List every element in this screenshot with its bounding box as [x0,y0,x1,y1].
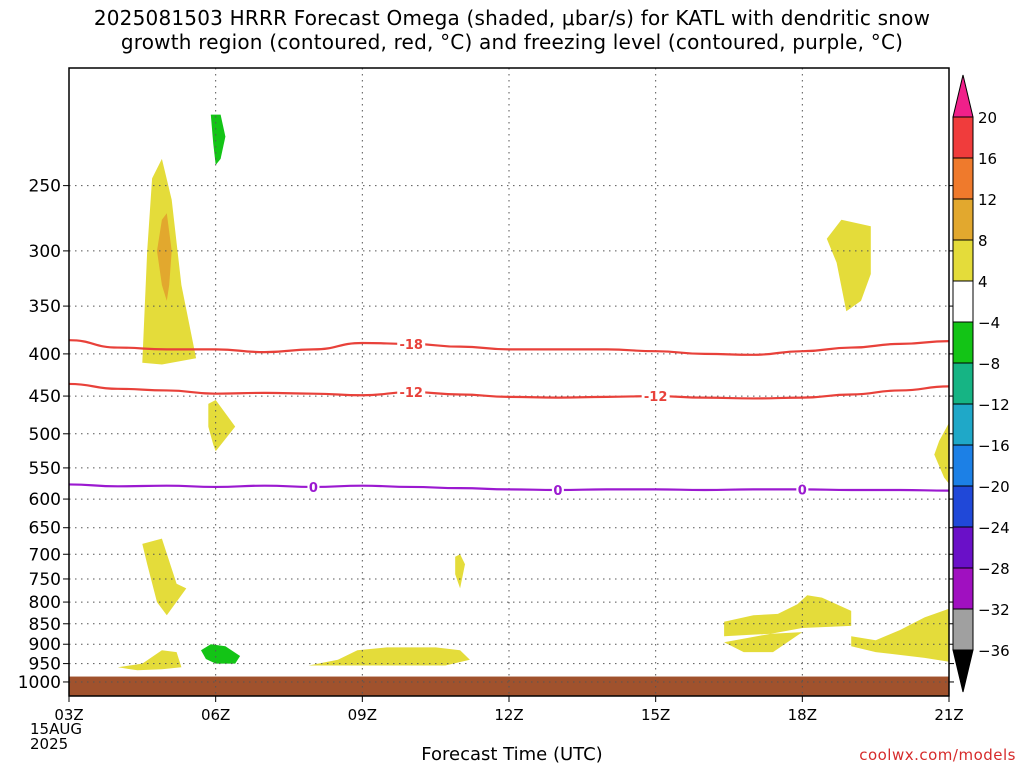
y-tick-label-750: 750 [29,570,61,590]
colorbar-label-4: 4 [978,273,988,291]
colorbar-swatch-9 [952,485,974,528]
colorbar-swatch-7 [952,403,974,446]
contour-label-bg-2-2 [796,482,809,497]
omega-region-7 [455,554,465,589]
y-tick-label-350: 350 [29,297,61,317]
colorbar-swatch-1 [952,157,974,200]
x-axis-title: Forecast Time (UTC) [421,744,603,765]
colorbar-bottom-arrow [952,649,974,693]
colorbar-label-13: −36 [978,642,1010,660]
omega-region-10 [308,647,470,666]
contour-label-1-0: -12 [399,386,423,401]
colorbar-label-3: 8 [978,232,988,250]
colorbar-swatch-12 [952,608,974,651]
colorbar-label-1: 16 [978,150,997,168]
colorbar-swatch-6 [952,362,974,405]
colorbar-label-0: 20 [978,109,997,127]
y-tick-label-450: 450 [29,387,61,407]
colorbar-swatch-2 [952,198,974,241]
colorbar-swatch-3 [952,239,974,282]
x-tick-label-15: 15Z [641,706,670,724]
y-tick-label-250: 250 [29,177,61,197]
y-tick-label-900: 900 [29,635,61,655]
y-tick-label-600: 600 [29,490,61,510]
x-tick-label-12: 12Z [494,706,523,724]
omega-region-12 [851,608,949,662]
colorbar-label-6: −8 [978,355,1000,373]
omega-region-1 [157,213,172,301]
contour-label-bg-2-1 [551,482,564,497]
contour-label-1-1: -12 [644,390,668,405]
contour-line-1 [69,382,949,400]
chart-title-line-1: 2025081503 HRRR Forecast Omega (shaded, … [93,6,931,30]
colorbar-label-2: 12 [978,191,997,209]
omega-region-2 [210,114,226,165]
colorbar-label-5: −4 [978,314,1000,332]
contour-line-0 [69,339,949,356]
colorbar-swatch-0 [952,116,974,159]
colorbar-swatch-11 [952,567,974,610]
x-tick-label-3: 03Z [54,706,83,724]
y-tick-label-1000: 1000 [18,673,61,693]
y-tick-label-400: 400 [29,345,61,365]
chart-title-line-2: growth region (contoured, red, °C) and f… [120,30,904,54]
contour-label-bg-1-1 [641,389,670,404]
start-date-label: 15AUG 2025 [30,722,82,752]
omega-region-9 [201,644,241,664]
omega-region-6 [142,538,187,616]
y-tick-label-300: 300 [29,242,61,262]
contour-label-2-2: 0 [798,483,807,498]
x-tick-label-21: 21Z [934,706,963,724]
omega-region-3 [208,400,236,452]
omega-region-8 [117,650,182,671]
colorbar-label-7: −12 [978,396,1010,414]
y-tick-label-950: 950 [29,655,61,675]
omega-region-4 [826,219,871,312]
colorbar-label-9: −20 [978,478,1010,496]
start-date-year: 2025 [30,735,69,753]
colorbar-label-12: −32 [978,601,1010,619]
credit-link[interactable]: coolwx.com/models [859,746,1016,764]
y-tick-label-650: 650 [29,519,61,539]
colorbar-swatch-4 [952,280,974,323]
contour-label-bg-1-0 [397,385,426,400]
start-date-day: 15AUG [30,720,82,738]
x-tick-label-9: 09Z [348,706,377,724]
x-tick-label-6: 06Z [201,706,230,724]
contour-label-0-0: -18 [399,338,423,353]
colorbar-swatch-5 [952,321,974,364]
colorbar-swatch-8 [952,444,974,487]
contour-label-2-1: 0 [553,484,562,499]
y-tick-label-500: 500 [29,425,61,445]
omega-region-11 [724,595,852,653]
colorbar-swatch-10 [952,526,974,569]
y-tick-label-850: 850 [29,615,61,635]
y-tick-label-800: 800 [29,593,61,613]
colorbar-label-8: −16 [978,437,1010,455]
y-tick-label-550: 550 [29,459,61,479]
chart-title: 2025081503 HRRR Forecast Omega (shaded, … [0,6,1024,54]
contour-label-2-0: 0 [309,481,318,496]
plot-area: -18 -12 -12 0 0 0 [69,68,949,696]
colorbar-top-arrow [952,74,974,118]
contour-label-bg-2-0 [307,479,320,494]
omega-region-5 [934,422,949,484]
contour-label-bg-0-0 [397,336,426,351]
colorbar-label-11: −28 [978,560,1010,578]
colorbar-label-10: −24 [978,519,1010,537]
x-tick-label-18: 18Z [788,706,817,724]
y-tick-label-700: 700 [29,545,61,565]
